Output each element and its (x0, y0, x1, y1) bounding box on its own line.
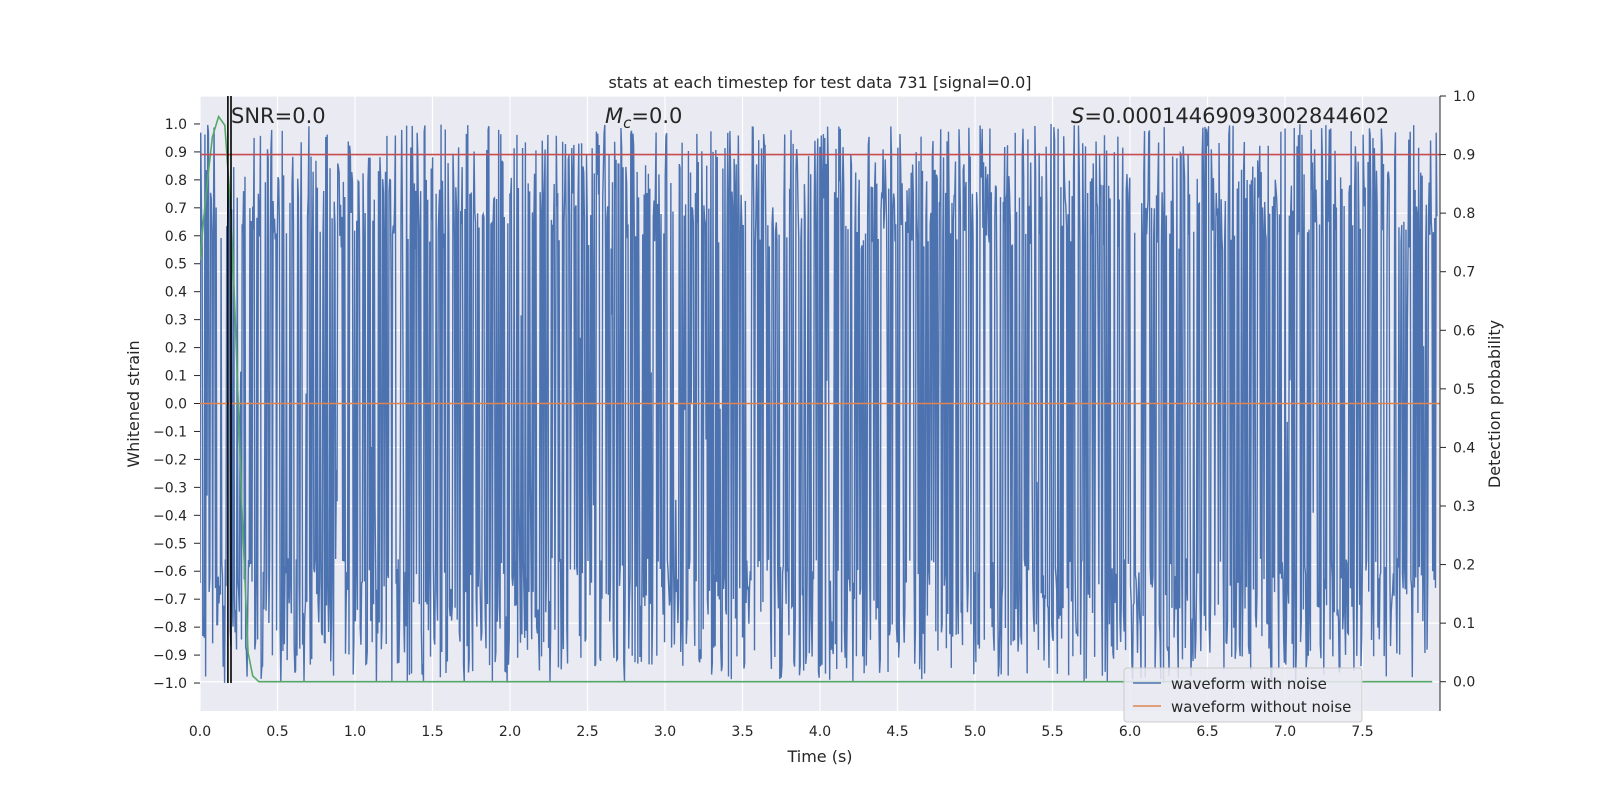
s-value: =0.00014469093002844602 (1084, 104, 1389, 128)
x-tick-label: 3.0 (654, 724, 676, 740)
y-axis-left: 1.0 0.9 0.8 0.7 0.6 0.5 0.4 0.3 0.2 0.1 0.0 −0.1 −0.… (153, 117, 200, 692)
legend-label-clean: waveform without noise (1171, 698, 1351, 716)
waveform-with-noise-series (200, 123, 1438, 683)
y-tick-label: 0.0 (165, 397, 187, 413)
x-tick-label: 7.0 (1274, 724, 1296, 740)
y2-axis-label: Detection probability (1485, 320, 1504, 488)
y-axis-right: 1.0 0.9 0.8 0.7 0.6 0.5 0.4 0.3 0.2 0.1 0.0 (1439, 89, 1475, 711)
y-tick-label: −0.6 (153, 564, 187, 580)
y-tick-label: 0.4 (165, 285, 187, 301)
x-tick-label: 2.0 (499, 724, 521, 740)
y2-tick-label: 0.7 (1453, 265, 1475, 281)
chirp-mass-annotation: Mc=0.0 (605, 104, 682, 132)
y2-tick-label: 0.4 (1453, 440, 1475, 456)
s-annotation: S=0.00014469093002844602 (1071, 104, 1389, 128)
legend-label-noise: waveform with noise (1171, 675, 1327, 693)
snr-annotation: SNR=0.0 (231, 104, 326, 128)
chart-title: stats at each timestep for test data 731… (608, 73, 1031, 92)
y2-tick-label: 0.6 (1453, 323, 1475, 339)
y-tick-label: 0.1 (165, 369, 187, 385)
x-axis: 0.0 0.5 1.0 1.5 2.0 2.5 3.0 3.5 4.0 4.5 5.0 5.5 6.0 6… (189, 724, 1374, 740)
mc-name: M (605, 104, 623, 128)
y-tick-label: −0.1 (153, 424, 187, 440)
y-tick-label: 0.7 (165, 201, 187, 217)
y-tick-label: −0.2 (153, 452, 187, 468)
y-tick-label: 0.2 (165, 341, 187, 357)
y2-tick-label: 0.3 (1453, 499, 1475, 515)
y-tick-label: 0.6 (165, 229, 187, 245)
y-tick-label: −0.3 (153, 480, 187, 496)
y-tick-label: 0.9 (165, 145, 187, 161)
y-tick-label: −1.0 (153, 676, 187, 692)
legend: waveform with noise waveform without noi… (1123, 667, 1363, 723)
x-tick-label: 2.5 (576, 724, 598, 740)
snr-value: =0.0 (275, 104, 326, 128)
mc-subscript: c (623, 114, 632, 132)
snr-name: SNR (231, 104, 275, 128)
y-tick-label: 0.5 (165, 257, 187, 273)
y-tick-label: −0.5 (153, 536, 187, 552)
x-tick-label: 1.5 (421, 724, 443, 740)
x-tick-label: 6.5 (1196, 724, 1218, 740)
y-tick-label: −0.8 (153, 620, 187, 636)
x-tick-label: 4.0 (809, 724, 831, 740)
y-tick-label: −0.4 (153, 508, 187, 524)
x-tick-label: 1.0 (344, 724, 366, 740)
y-tick-label: −0.9 (153, 648, 187, 664)
y-tick-label: 0.8 (165, 173, 187, 189)
y2-tick-label: 0.5 (1453, 382, 1475, 398)
x-tick-label: 5.5 (1041, 724, 1063, 740)
y-tick-label: 0.3 (165, 313, 187, 329)
x-tick-label: 5.0 (964, 724, 986, 740)
x-tick-label: 7.5 (1351, 724, 1373, 740)
line-series-layer (200, 96, 1440, 684)
y2-tick-label: 0.8 (1453, 206, 1475, 222)
x-tick-label: 0.0 (189, 724, 211, 740)
y2-tick-label: 1.0 (1453, 89, 1475, 105)
legend-box (1123, 667, 1363, 723)
x-tick-label: 4.5 (886, 724, 908, 740)
y-tick-label: −0.7 (153, 592, 187, 608)
x-tick-label: 0.5 (266, 724, 288, 740)
x-tick-label: 6.0 (1119, 724, 1141, 740)
y2-tick-label: 0.9 (1453, 148, 1475, 164)
y-axis-label: Whitened strain (124, 340, 143, 467)
y2-tick-label: 0.1 (1453, 616, 1475, 632)
series-line-waveform-with-noise (200, 123, 1438, 683)
y2-tick-label: 0.2 (1453, 558, 1475, 574)
y2-tick-label: 0.0 (1453, 675, 1475, 691)
x-tick-label: 3.5 (731, 724, 753, 740)
s-name: S (1071, 104, 1084, 128)
mc-value: =0.0 (631, 104, 682, 128)
y-tick-label: 1.0 (165, 117, 187, 133)
x-axis-label: Time (s) (786, 747, 852, 766)
series-line-2 (200, 114, 1433, 683)
